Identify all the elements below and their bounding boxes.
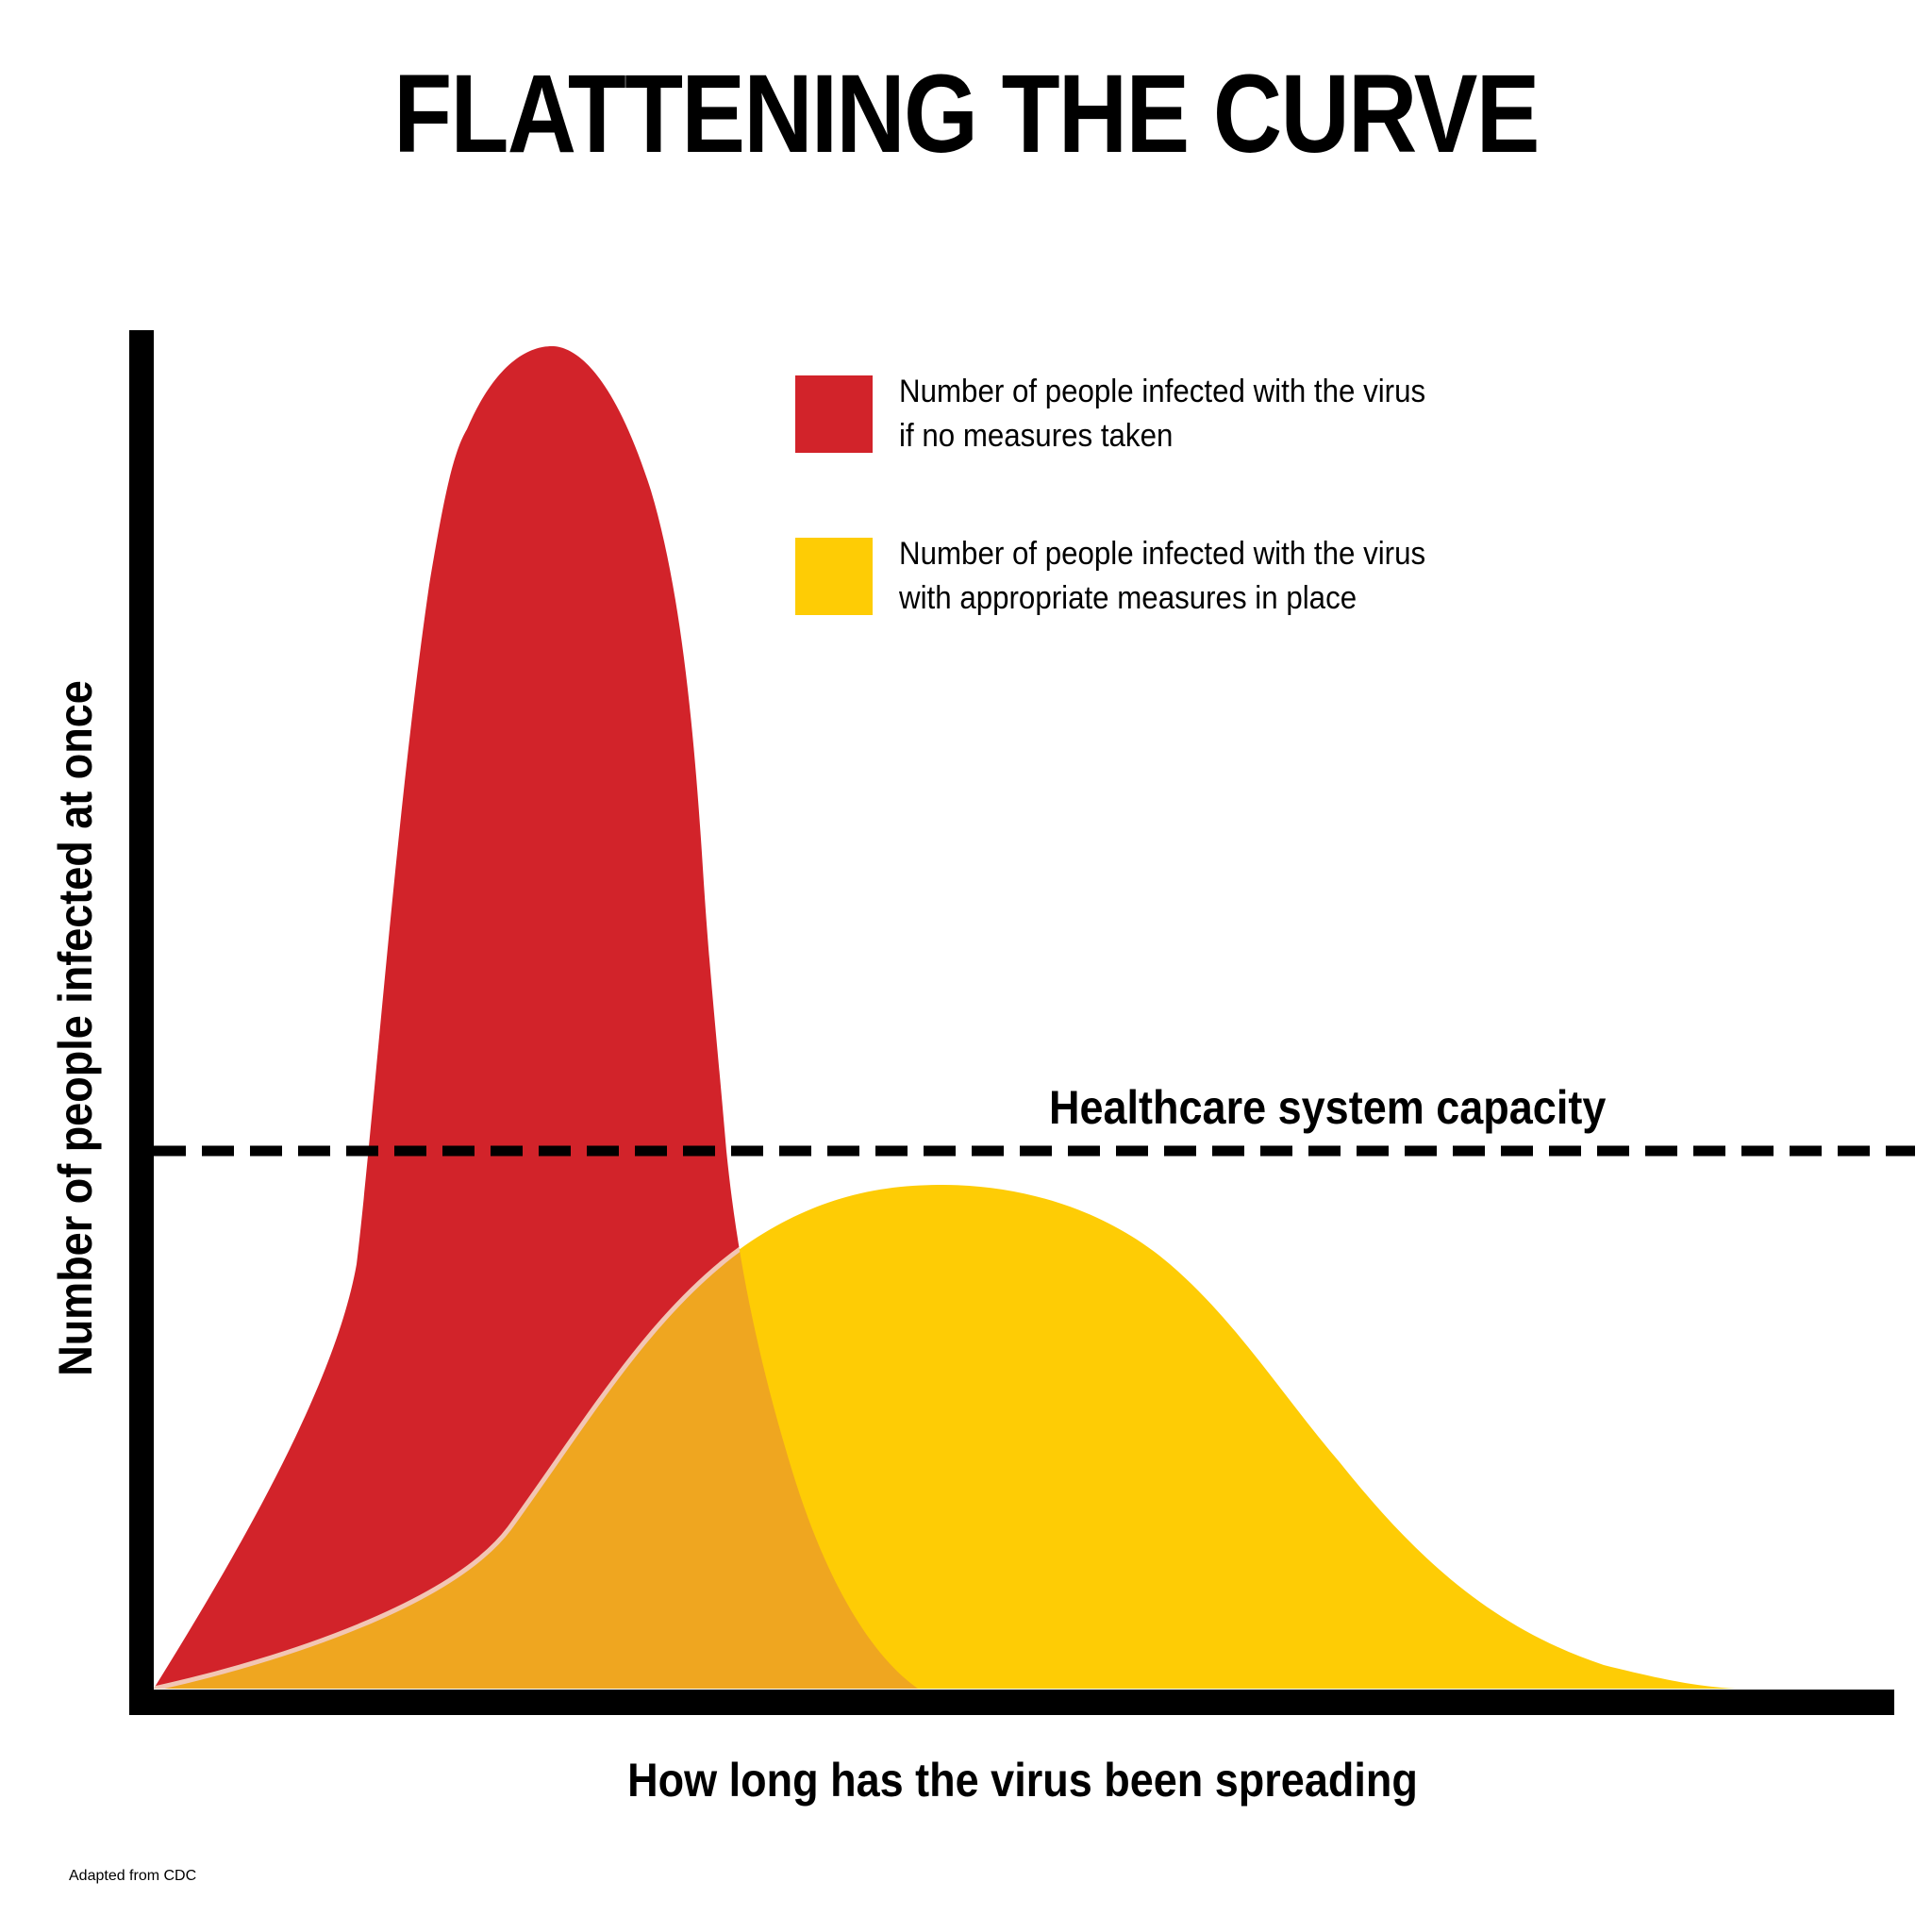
capacity-label: Healthcare system capacity xyxy=(1049,1081,1607,1134)
x-axis-label: How long has the virus been spreading xyxy=(627,1754,1418,1807)
legend-label-line1: Number of people infected with the virus xyxy=(899,374,1426,409)
source-footnote: Adapted from CDC xyxy=(69,1868,197,1884)
legend-item-with-measures: Number of people infected with the virus… xyxy=(795,536,1472,621)
legend-swatch-yellow xyxy=(795,538,873,615)
legend-label-line1: Number of people infected with the virus xyxy=(899,536,1426,572)
legend-item-no-measures: Number of people infected with the virus… xyxy=(795,374,1472,458)
legend-label-line2: if no measures taken xyxy=(899,418,1174,454)
x-axis-line xyxy=(129,1690,1894,1715)
y-axis-line xyxy=(129,330,154,1715)
yellow-curve-outline xyxy=(154,1242,747,1689)
legend-label-line2: with appropriate measures in place xyxy=(899,580,1357,616)
y-axis-label: Number of people infected at once xyxy=(49,680,102,1376)
legend-swatch-red xyxy=(795,375,873,453)
legend-label-with-measures: Number of people infected with the virus… xyxy=(899,532,1425,621)
overlap-area xyxy=(154,1185,918,1689)
legend-label-no-measures: Number of people infected with the virus… xyxy=(899,370,1425,458)
chart-title: FLATTENING THE CURVE xyxy=(393,52,1540,176)
